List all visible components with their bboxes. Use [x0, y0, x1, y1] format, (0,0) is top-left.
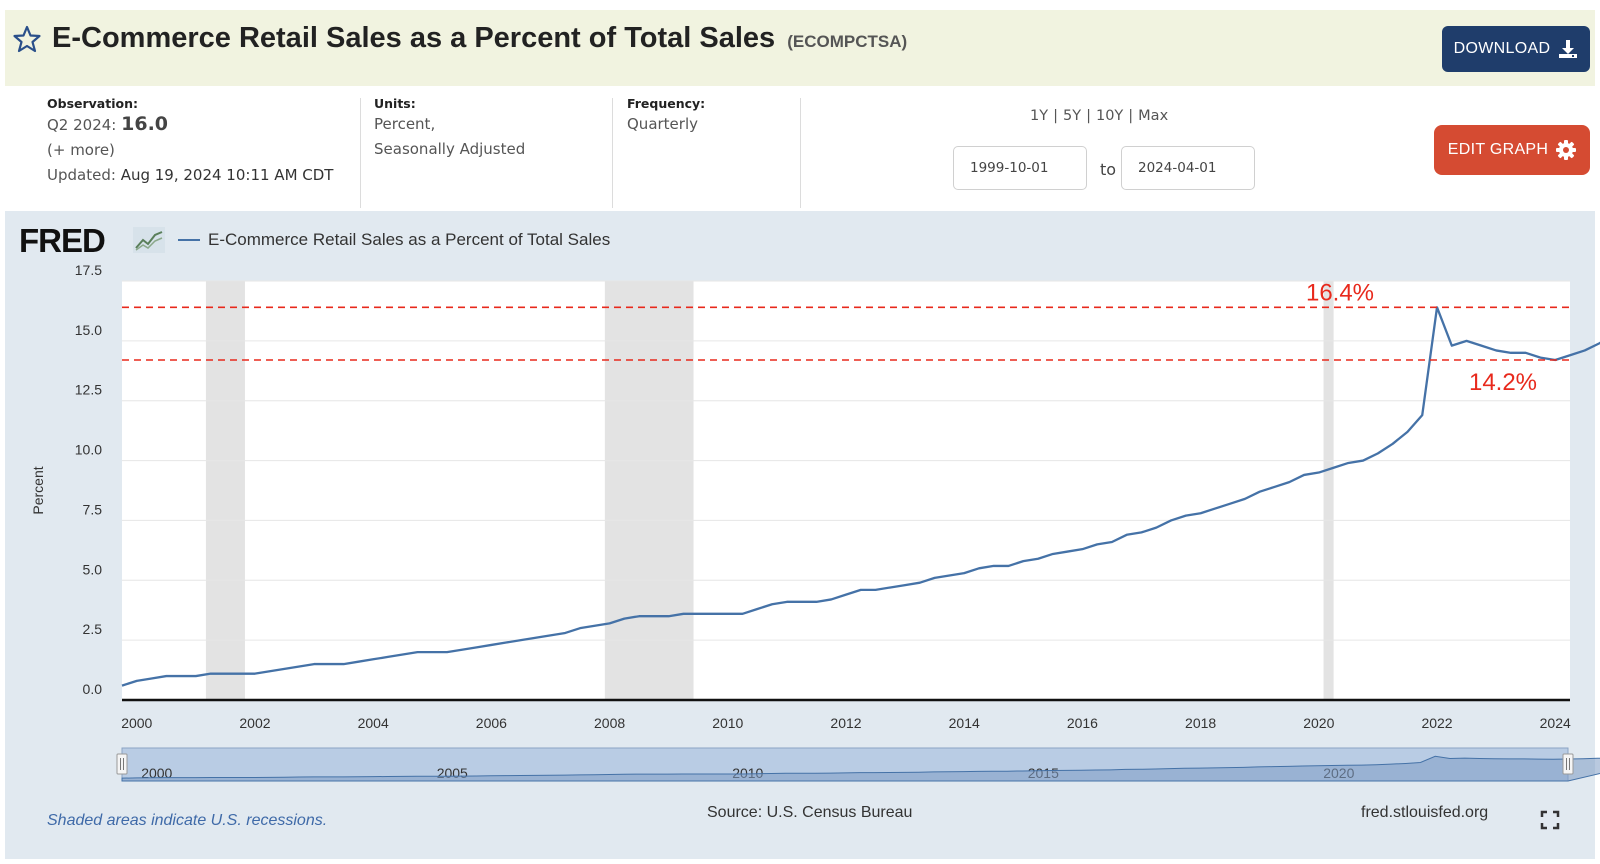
observation-value: 16.0 — [121, 113, 169, 135]
y-tick-label: 5.0 — [83, 561, 103, 577]
recession-note: Shaded areas indicate U.S. recessions. — [47, 812, 328, 829]
x-tick-label: 2006 — [476, 715, 507, 731]
series-title: E-Commerce Retail Sales as a Percent of … — [52, 22, 776, 54]
units-line2: Seasonally Adjusted — [374, 140, 526, 158]
download-label: DOWNLOAD — [1453, 40, 1551, 57]
chart-logo-icon — [133, 227, 165, 253]
legend-label: E-Commerce Retail Sales as a Percent of … — [208, 230, 611, 249]
edit-graph-label: EDIT GRAPH — [1447, 141, 1549, 158]
series-id: (ECOMPCTSA) — [787, 32, 908, 51]
chart-legend: E-Commerce Retail Sales as a Percent of … — [178, 230, 610, 250]
gear-icon — [1556, 140, 1577, 160]
updated-label: Updated: — [47, 166, 116, 184]
navigator-tick-label: 2000 — [141, 765, 172, 781]
frequency-value: Quarterly — [627, 115, 698, 133]
units-block: Units: Percent, Seasonally Adjusted — [374, 96, 525, 208]
x-tick-label: 2002 — [239, 715, 270, 731]
y-tick-label: 2.5 — [83, 621, 103, 637]
x-tick-label: 2008 — [594, 715, 625, 731]
x-tick-label: 2004 — [358, 715, 389, 731]
x-tick-label: 2012 — [830, 715, 861, 731]
y-tick-label: 12.5 — [75, 382, 102, 398]
x-tick-label: 2020 — [1303, 715, 1334, 731]
source-text: Source: U.S. Census Bureau — [707, 804, 913, 821]
fullscreen-icon[interactable] — [1540, 810, 1560, 830]
y-tick-label: 15.0 — [75, 322, 102, 338]
annotation-label: 14.2% — [1469, 369, 1537, 396]
navigator-handle — [116, 753, 128, 775]
fred-logo[interactable]: FRED — [19, 222, 106, 259]
range-max[interactable]: Max — [1138, 108, 1169, 124]
navigator-handle — [1562, 753, 1574, 775]
recession-band — [1323, 281, 1334, 700]
start-date-input[interactable]: 1999-10-01 — [953, 146, 1087, 190]
more-link[interactable]: (+ more) — [47, 141, 115, 159]
title-bar — [5, 10, 1595, 86]
annotation-label: 16.4% — [1306, 279, 1374, 306]
navigator-series — [121, 755, 1600, 782]
range-1y[interactable]: 1Y — [1030, 108, 1049, 124]
x-tick-label: 2000 — [121, 715, 152, 731]
updated-value: Aug 19, 2024 10:11 AM CDT — [120, 166, 334, 184]
x-tick-label: 2018 — [1185, 715, 1216, 731]
series-line — [121, 306, 1600, 687]
y-tick-label: 0.0 — [83, 681, 103, 697]
y-axis-label: Percent — [30, 466, 46, 514]
frequency-label: Frequency: — [627, 96, 706, 111]
x-tick-label: 2022 — [1421, 715, 1452, 731]
recession-band — [205, 281, 245, 700]
y-tick-label: 7.5 — [83, 501, 103, 517]
download-icon — [1559, 40, 1578, 58]
site-url[interactable]: fred.stlouisfed.org — [1361, 804, 1489, 821]
x-tick-label: 2010 — [712, 715, 743, 731]
page-title: E-Commerce Retail Sales as a Percent of … — [52, 22, 907, 55]
edit-graph-button[interactable]: EDIT GRAPH — [1434, 125, 1590, 175]
download-button[interactable]: DOWNLOAD — [1442, 26, 1590, 72]
range-5y[interactable]: 5Y — [1062, 108, 1082, 124]
x-tick-label: 2016 — [1067, 715, 1098, 731]
observation-label: Observation: — [47, 96, 138, 111]
to-label: to — [1100, 160, 1117, 179]
plot-area — [122, 281, 1570, 700]
x-tick-label: 2014 — [949, 715, 980, 731]
end-date-input[interactable]: 2024-04-01 — [1121, 146, 1255, 190]
observation-block: Observation: Q2 2024: 16.0 (+ more) Upda… — [47, 96, 333, 208]
units-label: Units: — [374, 96, 416, 111]
legend-swatch — [178, 239, 200, 241]
observation-period: Q2 2024: — [47, 116, 117, 134]
recession-band — [604, 281, 694, 700]
divider — [800, 98, 801, 208]
divider — [360, 98, 361, 208]
divider — [612, 98, 613, 208]
y-tick-label: 17.5 — [75, 262, 102, 278]
range-links: 1Y | 5Y | 10Y | Max — [1030, 108, 1169, 124]
x-tick-label: 2024 — [1540, 715, 1571, 731]
y-tick-label: 10.0 — [75, 442, 102, 458]
frequency-block: Frequency: Quarterly — [627, 96, 705, 208]
units-line1: Percent, — [374, 115, 436, 133]
range-10y[interactable]: 10Y — [1095, 108, 1124, 124]
star-icon[interactable] — [12, 24, 42, 54]
